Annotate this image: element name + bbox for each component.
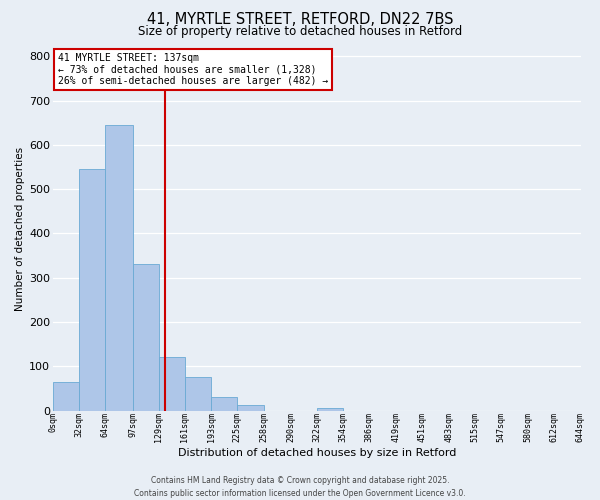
Text: Size of property relative to detached houses in Retford: Size of property relative to detached ho… (138, 25, 462, 38)
Bar (211, 398, 238, 410)
Text: 41, MYRTLE STREET, RETFORD, DN22 7BS: 41, MYRTLE STREET, RETFORD, DN22 7BS (147, 12, 453, 28)
Bar (238, 405, 265, 410)
Y-axis label: Number of detached properties: Number of detached properties (15, 147, 25, 311)
Bar (317, 408, 343, 410)
Text: Contains HM Land Registry data © Crown copyright and database right 2025.
Contai: Contains HM Land Registry data © Crown c… (134, 476, 466, 498)
X-axis label: Distribution of detached houses by size in Retford: Distribution of detached houses by size … (178, 448, 456, 458)
Text: 41 MYRTLE STREET: 137sqm
← 73% of detached houses are smaller (1,328)
26% of sem: 41 MYRTLE STREET: 137sqm ← 73% of detach… (58, 53, 329, 86)
Bar (79, 170, 106, 410)
Bar (185, 378, 211, 410)
Bar (53, 382, 79, 410)
Bar (106, 125, 133, 410)
Bar (133, 264, 159, 410)
Bar (159, 358, 185, 410)
